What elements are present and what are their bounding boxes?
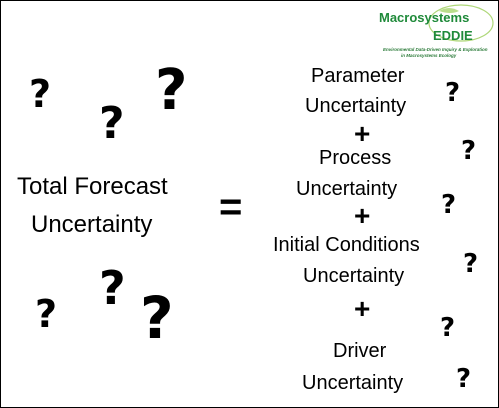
- question-mark: ?: [456, 364, 472, 394]
- plus-sign: +: [354, 200, 371, 231]
- question-mark: ?: [140, 284, 174, 352]
- question-mark: ?: [155, 58, 188, 123]
- logo-tagline-2: in Macrosystems Ecology: [401, 53, 457, 58]
- parameter-label: Parameter: [311, 65, 405, 87]
- driver-label: Driver: [333, 340, 387, 362]
- question-mark: ?: [461, 136, 477, 166]
- process-uncertainty-label: Uncertainty: [296, 178, 398, 200]
- plus-sign: +: [354, 293, 371, 324]
- plus-sign: +: [354, 118, 371, 149]
- driver-uncertainty-label: Uncertainty: [302, 372, 404, 394]
- logo-name: Macrosystems: [379, 10, 470, 25]
- initial-conditions-uncertainty-label: Uncertainty: [303, 265, 405, 287]
- question-mark: ?: [99, 261, 126, 315]
- globe-leaf-icon: [428, 4, 494, 42]
- uncertainty-label: Uncertainty: [31, 211, 153, 238]
- logo-name-eddie: EDDIE: [433, 28, 473, 43]
- macrosystems-eddie-logo: Macrosystems EDDIE Environmental Data-Dr…: [369, 3, 497, 65]
- equals-sign: =: [219, 185, 243, 229]
- question-mark: ?: [441, 190, 457, 220]
- logo-tagline-1: Environmental Data-Driven Inquiry & Expl…: [383, 47, 488, 52]
- question-mark: ?: [463, 249, 479, 279]
- initial-conditions-label: Initial Conditions: [273, 234, 420, 256]
- parameter-uncertainty-label: Uncertainty: [305, 95, 407, 117]
- question-mark: ?: [445, 78, 461, 108]
- total-forecast-label: Total Forecast: [17, 173, 168, 200]
- question-mark: ?: [99, 98, 125, 149]
- question-mark: ?: [29, 72, 52, 116]
- question-mark: ?: [35, 292, 58, 336]
- question-mark: ?: [440, 313, 456, 343]
- process-label: Process: [319, 147, 392, 169]
